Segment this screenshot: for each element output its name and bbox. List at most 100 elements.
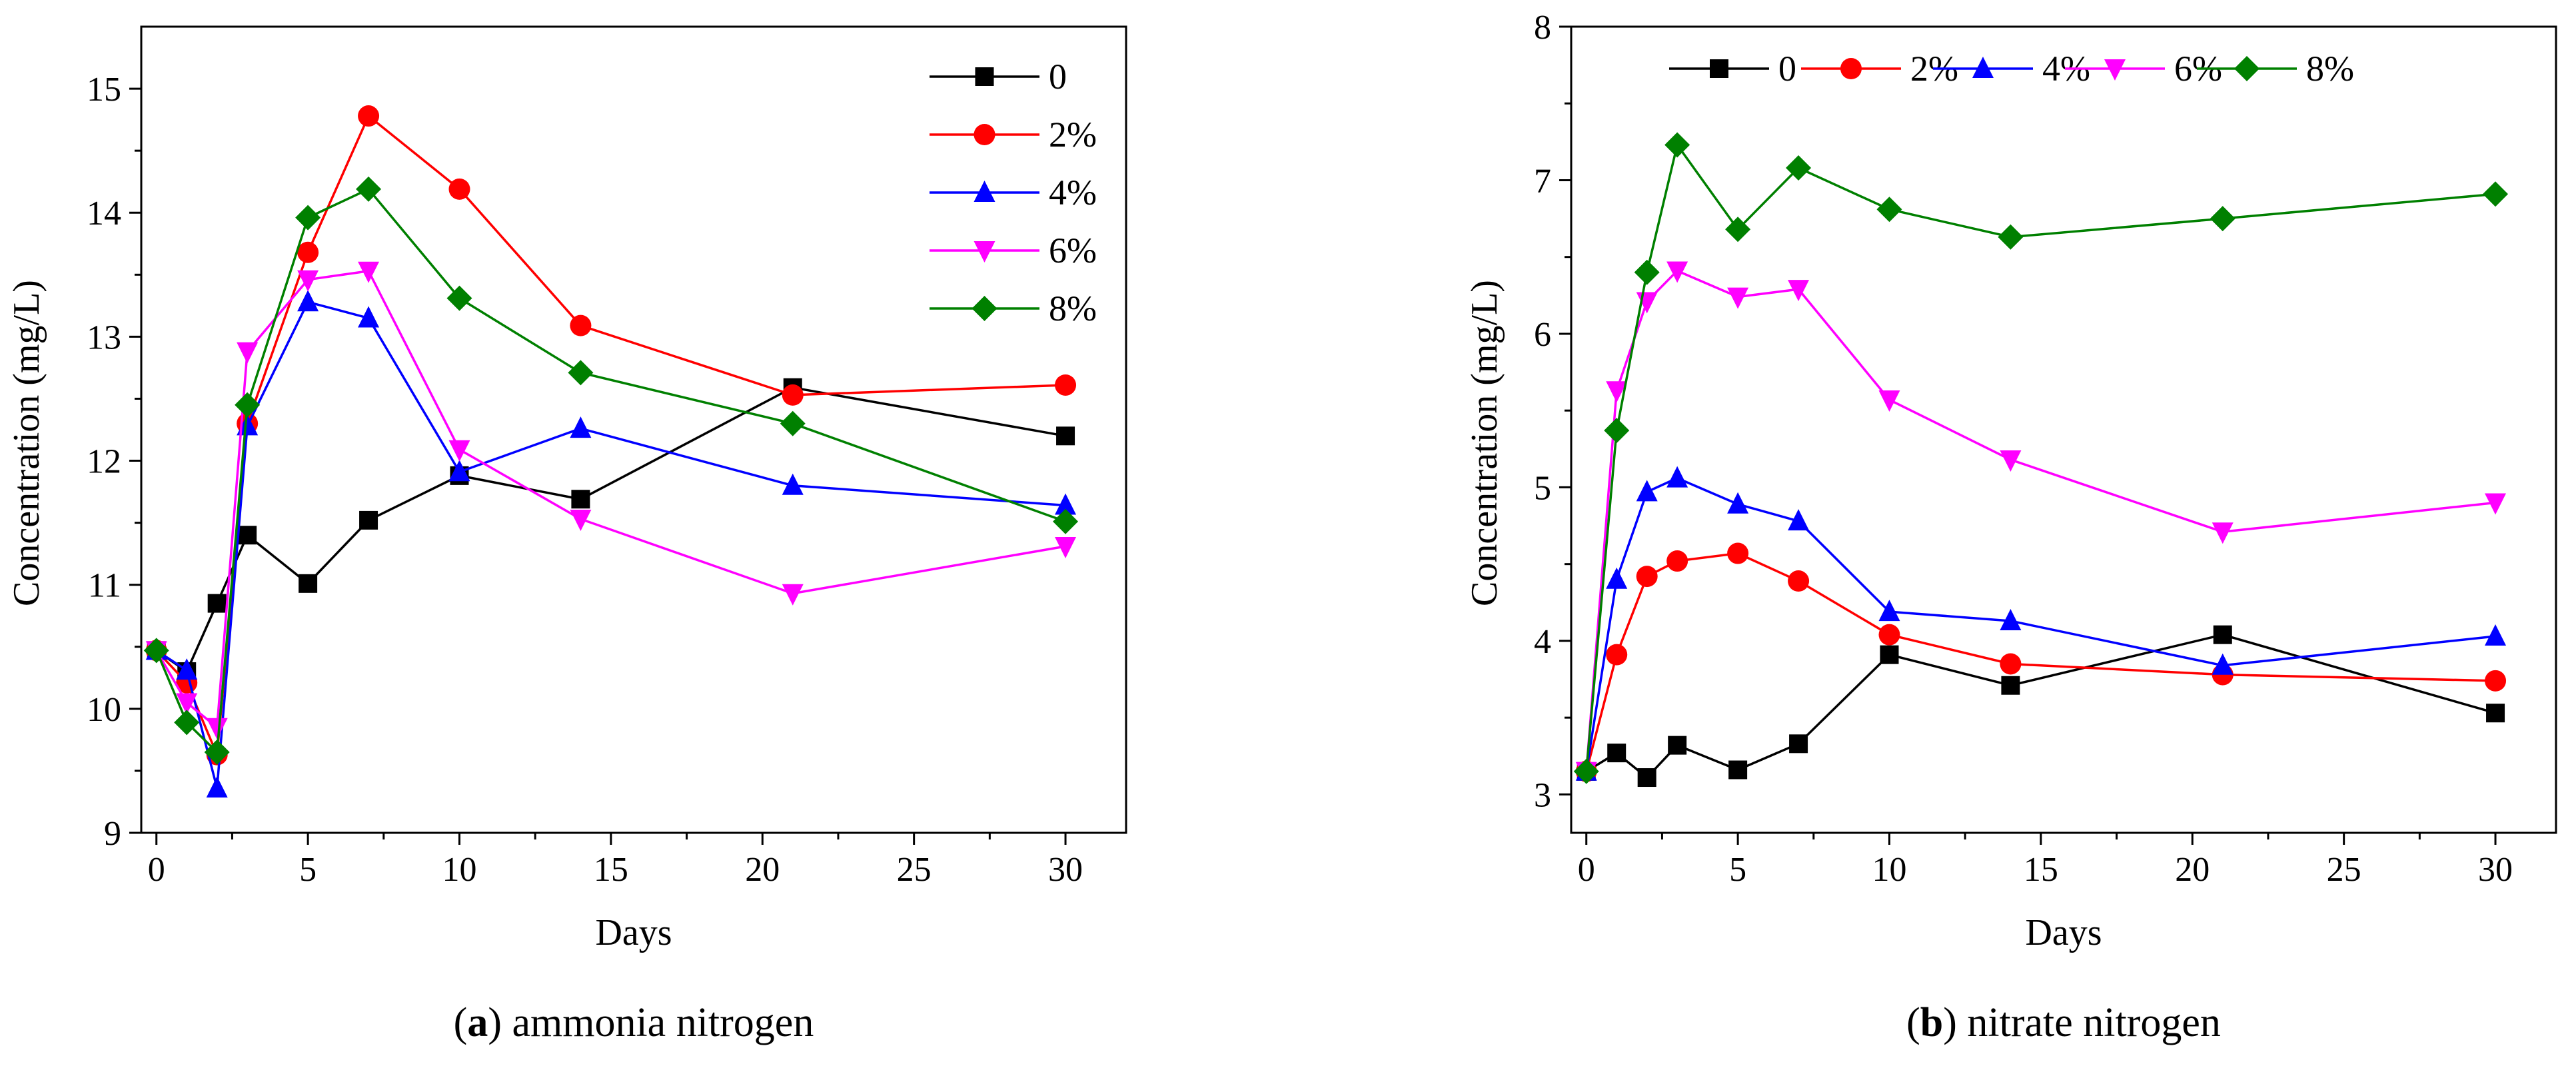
series-line xyxy=(1585,633,2496,780)
legend-label: 6% xyxy=(1049,231,1097,270)
legend-marker xyxy=(2234,56,2259,81)
caption: (a) ammonia nitrogen xyxy=(454,1000,814,1045)
caption-text: nitrate nitrogen xyxy=(1957,1000,2221,1045)
legend-marker xyxy=(1710,59,1728,78)
y-axis-title: Concentration (mg/L) xyxy=(1464,280,1505,606)
y-tick-label: 8 xyxy=(1534,9,1551,47)
series-line xyxy=(1585,269,2496,772)
data-point xyxy=(782,473,804,495)
data-point xyxy=(1878,624,1900,646)
data-point xyxy=(1878,600,1900,622)
data-point xyxy=(204,740,230,765)
y-tick-label: 7 xyxy=(1534,162,1551,200)
legend-marker xyxy=(2104,59,2126,81)
series-8% xyxy=(1573,132,2509,784)
data-point xyxy=(1573,758,1599,784)
data-point xyxy=(1727,542,1749,564)
x-tick-label: 20 xyxy=(2175,851,2210,889)
plot-frame xyxy=(140,25,1127,834)
data-point xyxy=(1666,466,1688,488)
data-point xyxy=(2485,670,2507,692)
caption-close: ) xyxy=(488,1000,502,1045)
data-point xyxy=(1788,280,1810,302)
data-point xyxy=(358,261,380,283)
data-point xyxy=(1055,493,1077,515)
data-point xyxy=(1606,567,1628,589)
y-tick-label: 12 xyxy=(87,443,121,481)
y-tick-label: 5 xyxy=(1534,469,1551,507)
series-8% xyxy=(143,176,1079,765)
data-point xyxy=(2001,676,2020,695)
y-tick-label: 13 xyxy=(87,318,121,356)
x-tick-label: 0 xyxy=(148,851,165,889)
legend: 02%4%6%8% xyxy=(930,57,1097,328)
series-2% xyxy=(1575,542,2507,782)
data-point xyxy=(571,490,590,509)
data-point xyxy=(297,270,319,292)
x-tick-label: 25 xyxy=(2327,851,2361,889)
data-point xyxy=(235,392,261,418)
legend-label: 8% xyxy=(1049,288,1097,328)
data-point xyxy=(1666,550,1688,572)
data-point xyxy=(206,718,228,740)
caption-open: ( xyxy=(454,1000,468,1045)
data-point xyxy=(206,776,228,798)
data-point xyxy=(358,105,380,127)
data-point xyxy=(2000,653,2022,675)
series-line xyxy=(155,386,1066,674)
data-point xyxy=(174,710,200,736)
data-point xyxy=(176,658,198,680)
legend-label: 0 xyxy=(1049,57,1067,97)
y-tick-label: 15 xyxy=(87,71,121,109)
y-axis-title: Concentration (mg/L) xyxy=(6,280,47,606)
x-tick-label: 20 xyxy=(745,851,780,889)
data-point xyxy=(1606,644,1628,666)
data-point xyxy=(238,526,257,545)
y-tick-label: 6 xyxy=(1534,316,1551,354)
y-tick-label: 11 xyxy=(88,567,121,605)
data-point xyxy=(2486,704,2505,723)
data-point xyxy=(1636,566,1658,588)
data-point xyxy=(2485,493,2507,515)
series-line xyxy=(155,114,1066,756)
x-tick-label: 30 xyxy=(2478,851,2513,889)
data-point xyxy=(1725,217,1751,243)
data-point xyxy=(1788,509,1810,531)
data-point xyxy=(2212,653,2234,675)
series-4% xyxy=(145,290,1077,798)
data-point xyxy=(2213,625,2232,644)
y-tick-label: 14 xyxy=(87,195,121,233)
caption-letter: a xyxy=(467,1000,488,1045)
x-tick-label: 30 xyxy=(1048,851,1083,889)
data-point xyxy=(1053,508,1079,534)
data-point xyxy=(780,410,806,436)
x-tick-label: 5 xyxy=(1729,851,1746,889)
legend-marker xyxy=(975,67,994,86)
data-point xyxy=(207,594,227,613)
legend-marker xyxy=(1840,58,1862,79)
series-4% xyxy=(1575,466,2507,781)
series-line xyxy=(155,300,1066,789)
data-point xyxy=(1607,744,1626,763)
data-point xyxy=(1664,132,1690,158)
series-6% xyxy=(1575,261,2507,784)
data-point xyxy=(1728,760,1748,780)
data-point xyxy=(2000,450,2022,472)
legend-marker xyxy=(1972,57,1994,78)
data-point xyxy=(1727,287,1749,309)
y-tick-label: 9 xyxy=(104,815,121,853)
x-axis-title: Days xyxy=(2025,912,2102,953)
data-point xyxy=(297,290,319,312)
chart-b: 0 5 10 15 20 25 30 3 4 5 6 7 8 Days Concentration (mg/… xyxy=(1464,9,2557,1045)
data-point xyxy=(1880,645,1899,664)
data-point xyxy=(2483,181,2509,207)
series-line xyxy=(1585,552,2496,772)
x-axis-title: Days xyxy=(595,912,672,953)
legend-marker xyxy=(973,241,995,263)
series-line xyxy=(155,187,1066,755)
y-tick-label: 3 xyxy=(1534,776,1551,814)
legend-marker xyxy=(973,181,995,202)
data-point xyxy=(570,416,592,438)
